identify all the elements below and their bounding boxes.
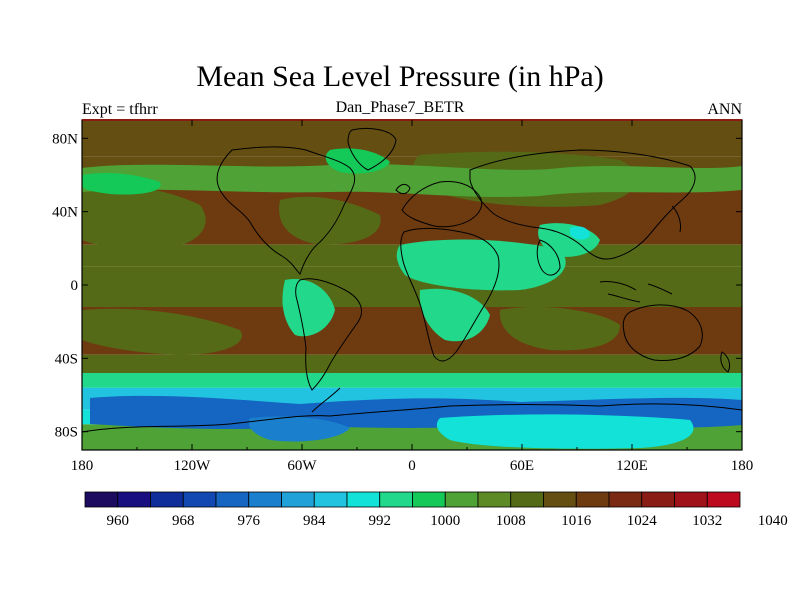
coast-north-america [216, 146, 356, 275]
tibet-low [570, 226, 590, 240]
x-tick-label: 180 [731, 458, 754, 474]
coast-british-isles [395, 183, 411, 195]
x-tick-label: 60E [510, 458, 534, 474]
colorbar-swatch [510, 491, 544, 508]
plot-subtitle: Dan_Phase7_BETR [335, 99, 465, 116]
colorbar-swatch [706, 491, 741, 508]
experiment-label: Expt = tfhrr [82, 101, 158, 118]
y-tick-label: 80N [52, 131, 78, 147]
colorbar-swatch [248, 491, 282, 508]
south-pacific-high [82, 308, 242, 355]
n-atlantic-high [279, 196, 381, 245]
band-southern-ocean-north [82, 373, 742, 388]
antarctic-plateau [436, 414, 694, 449]
y-axis: 80N 40N 0 40S 80S [52, 131, 742, 441]
coast-antarctic-peninsula [311, 387, 341, 413]
coast-europe [401, 181, 483, 228]
colorbar-label: 1024 [627, 513, 658, 529]
x-tick-label: 60W [287, 458, 317, 474]
colorbar-swatch [444, 491, 479, 508]
colorbar-label: 1008 [496, 513, 526, 529]
colorbar-swatch [477, 491, 512, 508]
coast-africa [400, 227, 500, 362]
y-tick-label: 40N [52, 205, 78, 221]
ross-sea-low [248, 416, 350, 442]
coast-new-zealand [720, 351, 731, 373]
colorbar-swatch [543, 491, 577, 508]
plot-title: Mean Sea Level Pressure (in hPa) [196, 60, 604, 93]
x-tick-label: 120W [174, 458, 212, 474]
colorbar-label: 992 [369, 513, 392, 529]
y-tick-label: 0 [71, 278, 79, 294]
coastlines [82, 127, 742, 433]
colorbar-swatch [84, 491, 119, 508]
africa-low [419, 288, 490, 342]
coast-antarctica [82, 403, 742, 433]
n-pacific-high [82, 185, 206, 251]
colorbar-label: 1032 [692, 513, 722, 529]
south-indian-high [499, 306, 620, 351]
colorbar-label: 1000 [430, 513, 460, 529]
colorbar-label: 960 [107, 513, 130, 529]
x-axis: 180 120W 60W 0 60E 120E 180 [71, 120, 754, 474]
coast-india [536, 239, 561, 276]
season-label: ANN [707, 101, 742, 118]
colorbar-swatch [281, 491, 315, 508]
coast-asia [469, 149, 696, 260]
coast-australia [622, 304, 703, 361]
y-tick-label: 40S [55, 351, 78, 367]
x-tick-label: 180 [71, 458, 94, 474]
colorbar-swatch [117, 491, 151, 508]
colorbar-swatch [641, 491, 675, 508]
coast-indonesia [599, 281, 673, 303]
colorbar-swatch [412, 491, 446, 508]
coast-japan [671, 205, 681, 233]
aleutian-low [82, 172, 161, 195]
colorbar-swatch [150, 491, 184, 508]
sahara-low [396, 239, 566, 291]
colorbar-swatch [575, 491, 610, 508]
colorbar-label: 1016 [561, 513, 592, 529]
y-tick-label: 80S [55, 425, 78, 441]
colorbar-swatch [215, 491, 250, 508]
x-tick-label: 120E [616, 458, 648, 474]
colorbar-swatch [346, 491, 381, 508]
colorbar-swatch [379, 491, 413, 508]
band-arctic [82, 120, 742, 157]
colorbar-swatch [313, 491, 348, 508]
colorbar: 960 968 976 984 992 1000 1008 1016 1024 1032 1040 [84, 491, 788, 529]
colorbar-label: 984 [303, 513, 326, 529]
colorbar-label: 976 [238, 513, 261, 529]
colorbar-swatch [608, 491, 643, 508]
pressure-field [82, 120, 742, 450]
x-tick-label: 0 [408, 458, 416, 474]
coast-south-america [295, 278, 362, 391]
arctic-low-band [82, 163, 742, 197]
colorbar-swatch [674, 491, 708, 508]
colorbar-label: 968 [172, 513, 195, 529]
coast-greenland [347, 127, 397, 171]
band-southern-transition [82, 354, 742, 373]
colorbar-swatch [182, 491, 217, 508]
colorbar-label: 1040 [758, 513, 788, 529]
